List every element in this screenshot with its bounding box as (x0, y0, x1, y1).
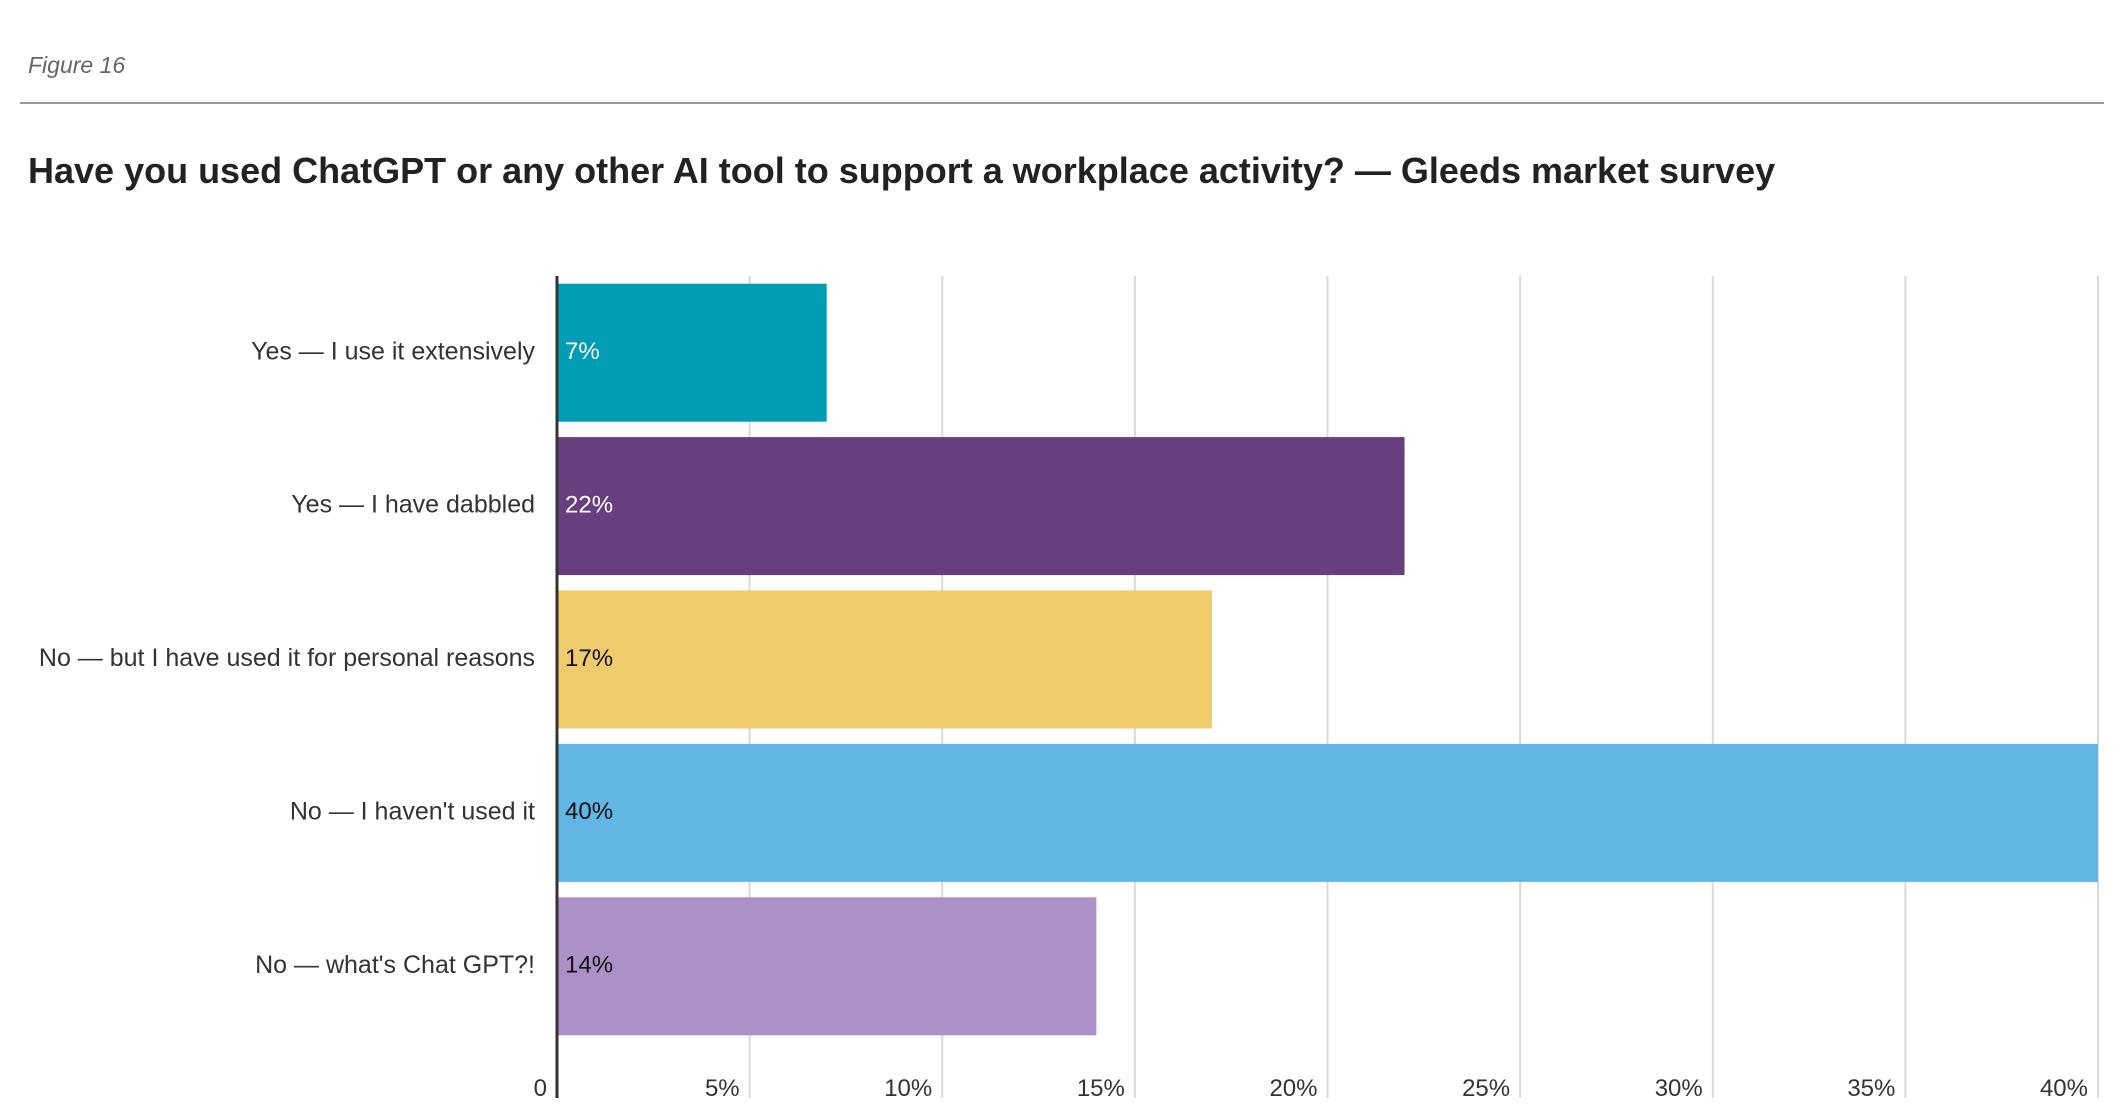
data-label: 17% (565, 645, 613, 672)
category-label: No — I haven't used it (290, 798, 535, 826)
data-label: 7% (565, 338, 600, 365)
top-divider (20, 102, 2104, 104)
x-tick-label: 15% (1077, 1075, 1125, 1102)
category-label: No — but I have used it for personal rea… (39, 644, 535, 672)
x-tick-label: 30% (1655, 1075, 1703, 1102)
bar (557, 743, 2098, 882)
category-label: No — what's Chat GPT?! (255, 951, 535, 979)
bar (557, 437, 1405, 576)
x-tick-label: 0 (534, 1075, 547, 1102)
chart-title: Have you used ChatGPT or any other AI to… (28, 150, 1776, 191)
x-tick-label: 35% (1847, 1075, 1895, 1102)
bar (557, 590, 1212, 729)
data-label: 14% (565, 952, 613, 979)
bar (557, 897, 1097, 1036)
x-tick-label: 40% (2040, 1075, 2088, 1102)
x-tick-label: 10% (884, 1075, 932, 1102)
data-label: 22% (565, 491, 613, 518)
x-tick-label: 20% (1269, 1075, 1317, 1102)
x-tick-label: 5% (705, 1075, 740, 1102)
figure-label: Figure 16 (28, 52, 126, 78)
x-tick-label: 25% (1462, 1075, 1510, 1102)
category-label: Yes — I have dabbled (291, 491, 535, 519)
category-label: Yes — I use it extensively (251, 337, 535, 365)
data-label: 40% (565, 798, 613, 825)
bar (557, 283, 827, 422)
